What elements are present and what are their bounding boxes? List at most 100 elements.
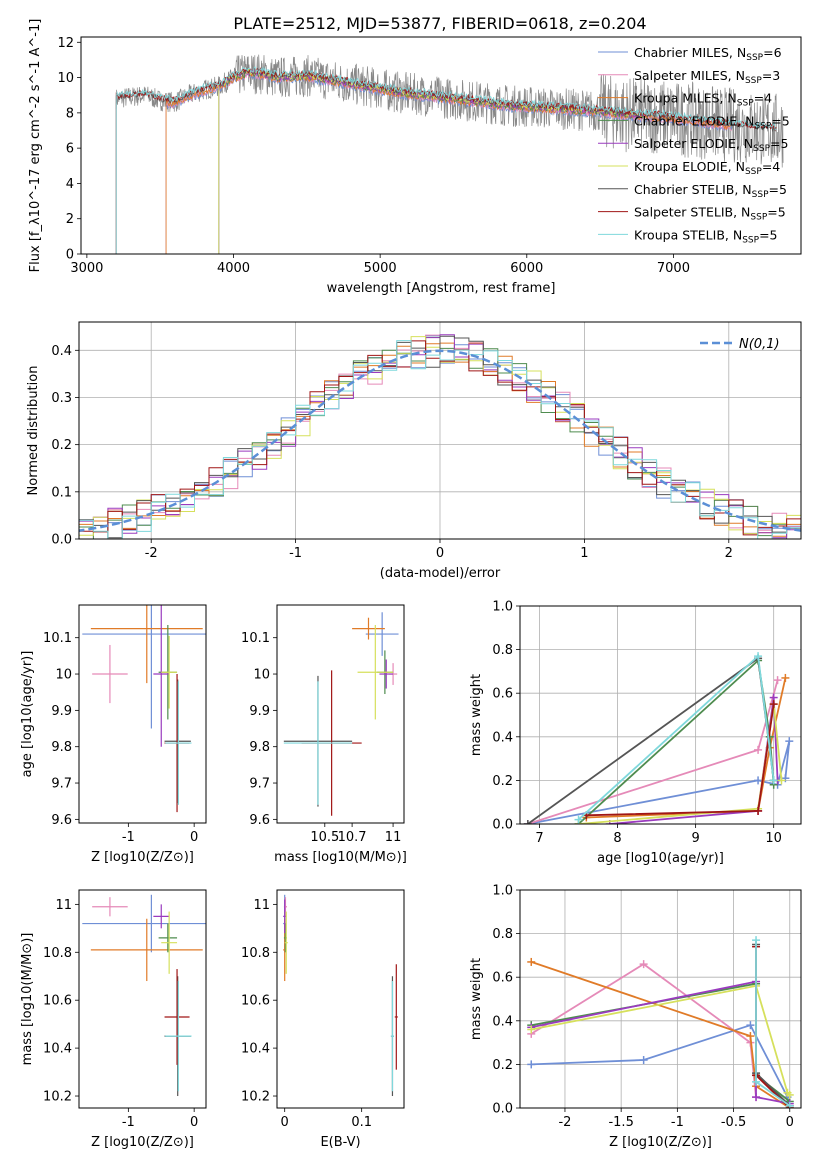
x-axis-label: Z [log10(Z/Z⊙)] — [91, 850, 194, 865]
mass-weight-line — [586, 703, 775, 817]
x-tick-label: -1 — [289, 546, 302, 561]
legend-label: Kroupa STELIB, NSSP=5 — [634, 227, 778, 245]
y-axis-label: Normed distribution — [26, 366, 41, 496]
y-tick-label: 9.6 — [51, 813, 72, 828]
legend-label: Salpeter ELODIE, NSSP=5 — [634, 136, 788, 154]
mass-weight-line — [586, 677, 787, 819]
y-tick-label: 10 — [253, 668, 270, 683]
legend-label: Salpeter STELIB, NSSP=5 — [634, 205, 786, 223]
y-tick-label: 4 — [66, 177, 74, 192]
legend-label: Kroupa ELODIE, NSSP=4 — [634, 159, 780, 177]
mass-vs-reddening-panel: 0 0.1 10.2 10.4 10.6 10.8 11 E(B-V) — [241, 889, 405, 1150]
y-tick-label: 0.2 — [492, 774, 513, 789]
x-tick-label: 3000 — [70, 261, 103, 276]
mass-weight-vs-metallicity-panel: -2 -1.5 -1 -0.5 0 0.0 0.2 0.4 0.6 0.8 1.0 Z [log10(… — [469, 884, 802, 1150]
axes-frame — [78, 321, 802, 540]
x-axis-label: E(B-V) — [320, 1135, 360, 1150]
y-tick-label: 9.6 — [249, 813, 270, 828]
mass-weight-line — [527, 656, 775, 824]
y-tick-label: 10.1 — [43, 631, 72, 646]
y-tick-label: 0.4 — [492, 730, 513, 745]
y-tick-label: 9.8 — [51, 740, 72, 755]
x-axis-label: wavelength [Angstrom, rest frame] — [327, 281, 556, 296]
y-tick-label: 10.8 — [241, 946, 270, 961]
mass-vs-metallicity-panel: -1 0 10.2 10.4 10.6 10.8 11 Z [log10(Z/Z⊙)] mass… — [20, 889, 207, 1150]
x-tick-label: 7 — [535, 831, 543, 846]
mass-weight-line — [531, 984, 791, 1096]
axes-frame — [80, 36, 802, 255]
x-tick-label: 6000 — [510, 261, 543, 276]
spectrum-legend: Chabrier MILES, NSSP=6 Salpeter MILES, NS… — [598, 45, 790, 245]
x-axis-label: age [log10(age/yr)] — [597, 851, 724, 866]
x-tick-label: 0 — [786, 1115, 794, 1130]
x-tick-label: 5000 — [364, 261, 397, 276]
x-tick-label: -1 — [671, 1115, 684, 1130]
mass-weight-line — [530, 961, 791, 1108]
y-tick-label: 6 — [66, 142, 74, 157]
y-tick-label: 1.0 — [492, 600, 513, 615]
model-spectrum-line — [115, 67, 777, 254]
y-tick-label: 0.2 — [51, 438, 72, 453]
x-tick-label: 10 — [765, 831, 782, 846]
legend-label: N(0,1) — [739, 337, 780, 352]
x-tick-label: -1 — [122, 1115, 135, 1130]
age-vs-mass-panel: 10.510.7 11 9.6 9.7 9.8 9.9 10 10.1 mass [log10(… — [241, 604, 407, 865]
x-tick-label: 0 — [436, 546, 444, 561]
y-tick-label: 11 — [253, 898, 270, 913]
y-tick-label: 10 — [57, 71, 74, 86]
y-tick-label: 10.8 — [43, 946, 72, 961]
y-tick-label: 10.4 — [241, 1042, 270, 1057]
y-tick-label: 0.8 — [492, 927, 513, 942]
x-tick-label: 2 — [725, 546, 733, 561]
spectrum-panel: 3000 4000 5000 6000 7000 0 2 4 6 8 10 12 wavelength … — [28, 19, 802, 296]
y-tick-label: 10.2 — [241, 1090, 270, 1105]
y-tick-label: 10.2 — [43, 1090, 72, 1105]
legend-label: Kroupa MILES, NSSP=4 — [634, 91, 772, 109]
y-tick-label: 9.8 — [249, 740, 270, 755]
model-spectrum-line — [115, 66, 777, 254]
axes-frame — [519, 889, 802, 1109]
residual-histogram-step — [79, 340, 801, 539]
y-tick-label: 0 — [66, 248, 74, 263]
y-tick-label: 0.6 — [492, 687, 513, 702]
x-tick-label: 10.7 — [338, 830, 367, 845]
axes-frame — [519, 605, 802, 825]
y-tick-label: 10 — [55, 668, 72, 683]
residuals-panel: -2 -1 0 1 2 0.0 0.1 0.2 0.3 0.4 (data-model)/error… — [26, 321, 802, 581]
y-tick-label: 0.4 — [492, 1014, 513, 1029]
x-tick-label: 0 — [190, 830, 198, 845]
y-tick-label: 0.0 — [51, 533, 72, 548]
mass-weight-line — [578, 703, 783, 824]
y-tick-label: 9.7 — [249, 777, 270, 792]
x-tick-label: 0 — [190, 1115, 198, 1130]
mass-weight-vs-age-panel: 7 8 9 10 0.0 0.2 0.4 0.6 0.8 1.0 age [log10(age/yr… — [469, 600, 802, 866]
x-tick-label: 9 — [691, 831, 699, 846]
y-tick-label: 1.0 — [492, 884, 513, 899]
y-tick-label: 0.0 — [492, 1102, 513, 1117]
x-tick-label: 7000 — [657, 261, 690, 276]
y-tick-label: 2 — [66, 212, 74, 227]
y-tick-label: 0.4 — [51, 344, 72, 359]
legend-label: Chabrier ELODIE, NSSP=5 — [634, 113, 790, 131]
y-axis-label: mass [log10(M/M⊙)] — [20, 933, 35, 1066]
y-tick-label: 9.9 — [249, 704, 270, 719]
mass-weight-line — [530, 963, 757, 1098]
x-tick-label: 4000 — [217, 261, 250, 276]
x-tick-label: -1.5 — [608, 1115, 633, 1130]
x-axis-label: Z [log10(Z/Z⊙)] — [609, 1135, 712, 1150]
x-tick-label: 8 — [613, 831, 621, 846]
y-tick-label: 0.2 — [492, 1058, 513, 1073]
y-tick-label: 9.9 — [51, 704, 72, 719]
y-tick-label: 0.1 — [51, 485, 72, 500]
y-tick-label: 8 — [66, 106, 74, 121]
x-tick-label: 10.5 — [310, 830, 339, 845]
y-tick-label: 11 — [55, 898, 72, 913]
y-tick-label: 10.6 — [43, 994, 72, 1009]
y-axis-label: mass weight — [469, 674, 484, 756]
y-axis-label: mass weight — [469, 958, 484, 1040]
age-vs-metallicity-panel: -1 0 9.6 9.7 9.8 9.9 10 10.1 Z [log10(Z/Z⊙)] age … — [20, 604, 207, 865]
axes-frame — [276, 604, 405, 824]
mass-weight-line — [609, 697, 779, 824]
y-tick-label: 0.3 — [51, 391, 72, 406]
y-tick-label: 0.8 — [492, 643, 513, 658]
